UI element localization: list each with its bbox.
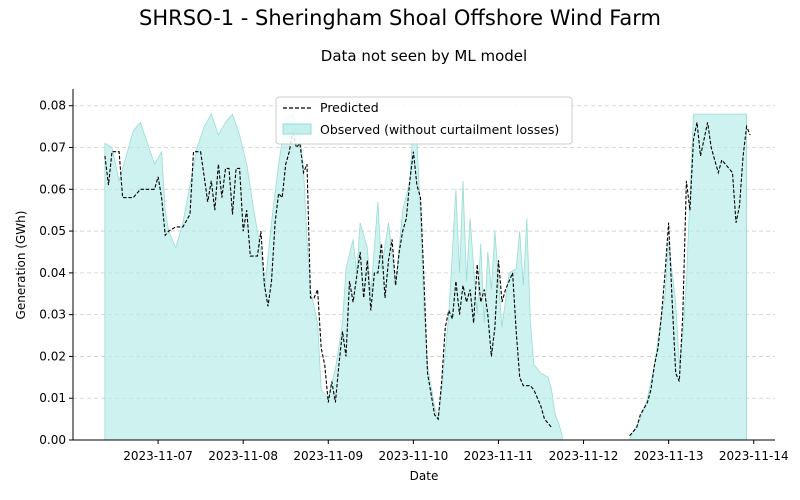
- y-tick-label: 0.07: [39, 141, 66, 155]
- legend-predicted-label: Predicted: [320, 100, 379, 115]
- y-tick-label: 0.04: [39, 266, 66, 280]
- x-tick-label: 2023-11-07: [123, 449, 193, 463]
- x-tick-label: 2023-11-13: [634, 449, 704, 463]
- predicted-line-segment: [629, 122, 751, 437]
- y-tick-label: 0.01: [39, 391, 66, 405]
- legend: Predicted Observed (without curtailment …: [275, 96, 573, 145]
- y-tick-label: 0.00: [39, 433, 66, 447]
- observed-area-segment: [104, 113, 563, 441]
- x-tick-label: 2023-11-14: [719, 449, 789, 463]
- legend-observed-label: Observed (without curtailment losses): [320, 122, 559, 137]
- y-ticks: 0.00 0.01 0.02 0.03 0.04 0.05 0.06 0.07 0.08: [39, 99, 73, 447]
- y-tick-label: 0.02: [39, 349, 66, 363]
- x-tick-label: 2023-11-08: [208, 449, 278, 463]
- x-tick-label: 2023-11-11: [464, 449, 534, 463]
- predicted-line-series: [104, 122, 751, 437]
- predicted-line-segment: [104, 130, 553, 428]
- y-axis-label: Generation (GWh): [14, 211, 28, 320]
- legend-box: [275, 96, 573, 145]
- x-tick-label: 2023-11-12: [549, 449, 619, 463]
- axes-title: Data not seen by ML model: [320, 47, 528, 65]
- observed-area-series: [104, 113, 747, 441]
- y-tick-label: 0.06: [39, 182, 66, 196]
- x-ticks: 2023-11-07 2023-11-08 2023-11-09 2023-11-10…: [123, 440, 789, 463]
- y-tick-label: 0.03: [39, 308, 66, 322]
- legend-observed-swatch: [282, 123, 312, 135]
- x-axis-label: Date: [410, 469, 439, 483]
- y-tick-label: 0.05: [39, 224, 66, 238]
- observed-area-segment: [628, 113, 747, 441]
- y-tick-label: 0.08: [39, 99, 66, 113]
- figure-title: SHRSO-1 - Sheringham Shoal Offshore Wind…: [139, 6, 661, 30]
- x-tick-label: 2023-11-10: [378, 449, 448, 463]
- x-tick-label: 2023-11-09: [293, 449, 363, 463]
